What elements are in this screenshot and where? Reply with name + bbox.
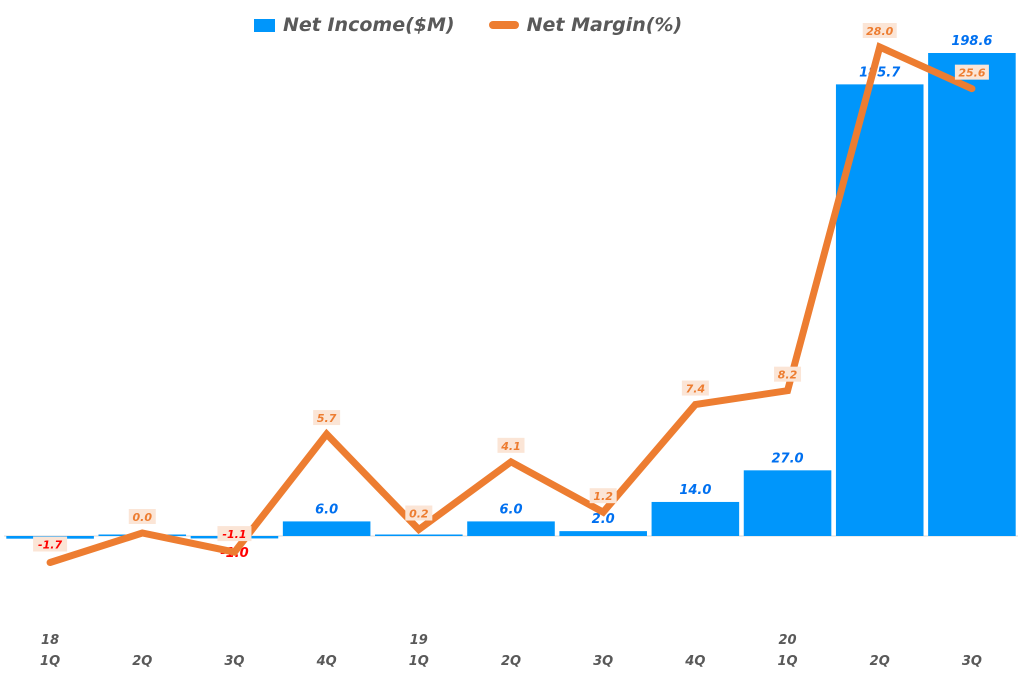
x-tick-year: 20 — [778, 633, 796, 648]
line-series-net-margin — [46, 42, 976, 567]
legend-item-net-income: Net Income($M) — [254, 14, 455, 36]
line-label-bg — [589, 488, 617, 504]
x-tick-quarter: 1Q — [409, 654, 429, 669]
bar — [559, 531, 647, 536]
line-swatch-icon — [488, 21, 519, 29]
x-tick-quarter: 2Q — [132, 654, 152, 669]
x-tick-quarter: 2Q — [870, 654, 890, 669]
x-tick-quarter: 3Q — [593, 654, 613, 669]
line-value-label: 4.1 — [500, 440, 521, 453]
bar-value-label: 2.0 — [592, 512, 615, 527]
x-tick-quarter: 2Q — [501, 654, 521, 669]
bar-value-label: 27.0 — [772, 451, 804, 466]
chart-legend: Net Income($M) Net Margin(%) — [254, 14, 682, 36]
legend-label-net-margin: Net Margin(%) — [526, 14, 683, 36]
x-tick-quarter: 4Q — [316, 654, 337, 669]
line-value-label: -1.1 — [222, 528, 246, 541]
x-tick-quarter: 1Q — [40, 654, 60, 669]
line-value-label: 0.0 — [133, 511, 153, 524]
line-label-bg — [405, 505, 433, 521]
bar — [282, 521, 371, 536]
line-label-bg — [774, 366, 802, 382]
line-value-label: 28.0 — [866, 25, 893, 38]
line-label-bg — [862, 23, 897, 38]
line-value-label: 0.2 — [409, 508, 429, 521]
line-label-bg — [497, 437, 525, 453]
line-value-label: 25.6 — [958, 67, 985, 80]
x-tick-quarter: 1Q — [777, 654, 797, 669]
bar — [651, 501, 740, 536]
line-value-label: 1.2 — [593, 490, 613, 503]
line-label-bg — [313, 410, 341, 426]
line-value-label: 5.7 — [317, 412, 337, 425]
line-value-label: 7.4 — [686, 383, 706, 396]
x-tick-quarter: 3Q — [224, 654, 244, 669]
bar-value-label: 198.6 — [951, 34, 992, 49]
bar — [467, 521, 555, 536]
line-value-label: -1.7 — [38, 539, 62, 552]
line-label-bg — [128, 509, 156, 524]
x-axis-labels: 1Q 2Q 3Q 4Q 1Q 2Q 3Q 4Q 1Q 2Q 3Q 18 19 20 — [40, 633, 982, 669]
line-labels: -1.7 0.0 -1.1 5.7 0.2 4.1 1.2 7.4 8.2 28.0 25.6 — [33, 23, 989, 552]
bar-value-label: 6.0 — [499, 502, 522, 517]
line-label-bg — [33, 536, 68, 552]
bar — [743, 470, 832, 536]
line-label-bg — [954, 64, 989, 80]
line-label-bg — [217, 526, 252, 542]
x-tick-quarter: 4Q — [684, 654, 705, 669]
bar-value-label: 185.7 — [859, 65, 901, 80]
x-tick-year: 18 — [41, 633, 59, 648]
line-label-bg — [681, 380, 709, 396]
bar-value-label: 6.0 — [315, 502, 338, 517]
bar-swatch-icon — [254, 18, 275, 32]
line-value-label: 8.2 — [778, 369, 798, 382]
bar — [928, 53, 1016, 536]
x-tick-year: 19 — [410, 633, 428, 648]
bar — [375, 534, 463, 536]
legend-item-net-margin: Net Margin(%) — [488, 14, 683, 36]
x-tick-quarter: 3Q — [962, 654, 982, 669]
bar-value-label: 14.0 — [679, 483, 711, 498]
legend-label-net-income: Net Income($M) — [283, 14, 455, 36]
